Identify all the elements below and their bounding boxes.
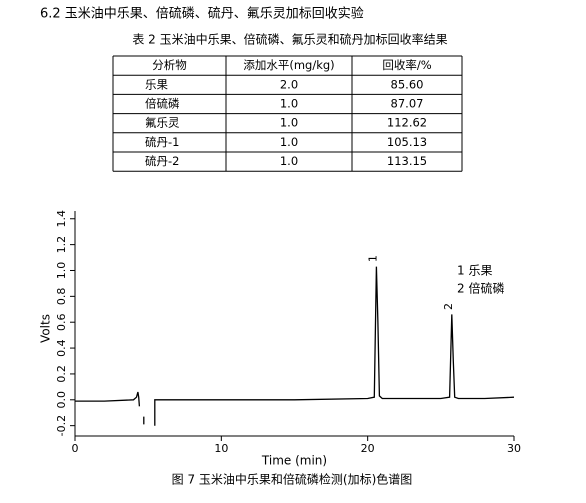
table-cell: 112.62 (387, 116, 427, 130)
y-tick-label: 1.2 (55, 236, 68, 254)
chromatogram: 0 10 20 30 -0.2 0.0 0.2 0.4 0.6 0.8 1.0 1.2 1.4 Time … (39, 210, 522, 467)
table: 分析物 添加水平(mg/kg) 回收率/% 乐果 2.0 85.60 倍硫磷 1.0 87.07… (112, 55, 463, 172)
table-header: 分析物 (152, 58, 187, 72)
table-cell: 倍硫磷 (145, 97, 180, 111)
table-cell: 87.07 (391, 97, 424, 111)
x-tick-label: 10 (214, 442, 228, 455)
table-cell: 1.0 (280, 154, 298, 168)
table-cell: 硫丹-2 (145, 154, 179, 168)
legend-entry: 1 乐果 (457, 264, 492, 278)
table-cell: 乐果 (145, 77, 168, 91)
legend-entry: 2 倍硫磷 (457, 281, 504, 296)
figure-caption: 图 7 玉米油中乐果和倍硫磷检测(加标)色谱图 (172, 472, 413, 487)
table-cell: 105.13 (387, 135, 427, 149)
table-cell: 氟乐灵 (145, 116, 180, 130)
heading: 6.2 玉米油中乐果、倍硫磷、硫丹、氟乐灵加标回收实验 (40, 6, 364, 22)
table-cell: 1.0 (280, 135, 298, 149)
x-tick-label: 0 (72, 442, 79, 455)
y-axis-label: Volts (39, 314, 53, 343)
y-tick-label: 0.4 (55, 339, 68, 357)
table-caption: 表 2 玉米油中乐果、倍硫磷、氟乐灵和硫丹加标回收率结果 (132, 32, 447, 47)
y-tick-label: 0.6 (55, 313, 68, 331)
table-header: 回收率/% (382, 58, 431, 72)
table-cell: 2.0 (280, 77, 298, 91)
y-tick-label: 0.0 (55, 391, 68, 409)
y-tick-label: 1.4 (55, 210, 68, 228)
y-tick-label: 0.8 (55, 288, 68, 306)
table-cell: 1.0 (280, 97, 298, 111)
trace (75, 266, 515, 426)
table-cell: 1.0 (280, 116, 298, 130)
x-tick-label: 30 (507, 442, 521, 455)
peak-label: 1 (366, 255, 379, 262)
table-cell: 硫丹-1 (145, 135, 179, 149)
x-tick-label: 20 (361, 442, 375, 455)
y-tick-label: -0.2 (55, 415, 68, 436)
y-tick-label: 0.2 (55, 365, 68, 383)
y-tick-label: 1.0 (55, 262, 68, 280)
x-axis-label: Time (min) (261, 454, 327, 468)
table-cell: 85.60 (391, 77, 424, 91)
table-cell: 113.15 (387, 154, 427, 168)
peak-label: 2 (442, 303, 455, 310)
table-header: 添加水平(mg/kg) (243, 58, 334, 72)
